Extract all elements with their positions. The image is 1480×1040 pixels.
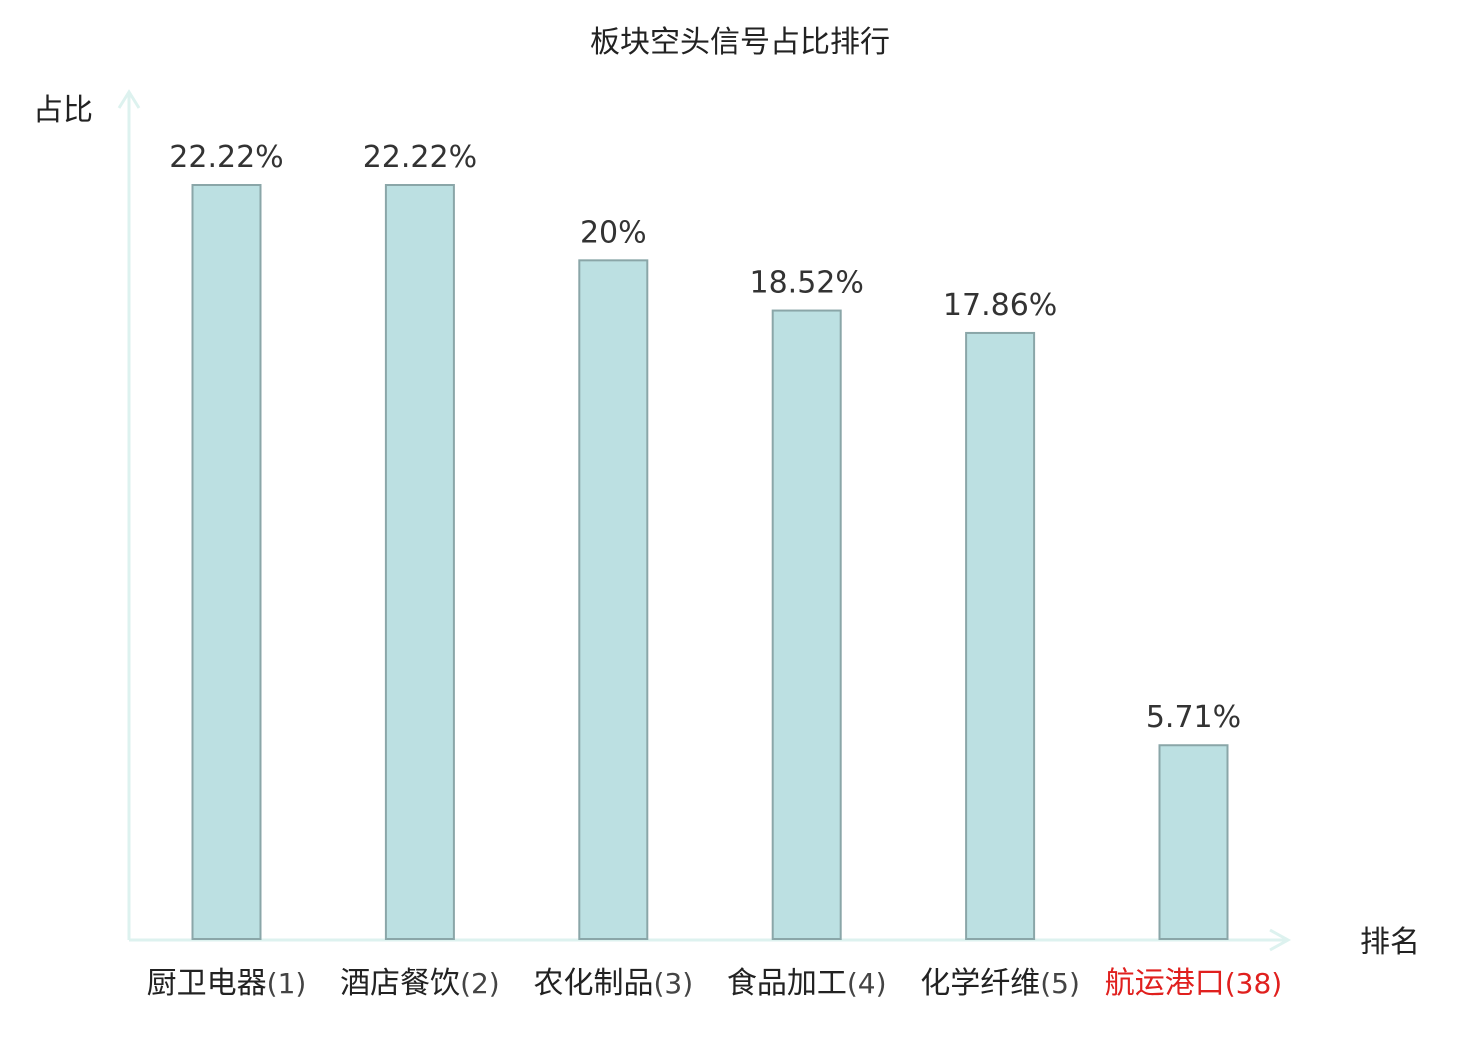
category-label-2: 酒店餐饮(2): [340, 966, 500, 1001]
category-name: 化学纤维: [920, 966, 1040, 1001]
bars-group: [191, 184, 1229, 941]
value-label-6: 5.71%: [1146, 700, 1241, 735]
x-axis-title: 排名: [1360, 925, 1420, 960]
category-label-4: 食品加工(4): [727, 966, 887, 1001]
category-name: 食品加工: [727, 966, 847, 1001]
value-label-2: 22.22%: [363, 140, 477, 175]
bar-1: [191, 184, 262, 940]
category-rank: (2): [460, 967, 500, 1000]
value-label-5: 17.86%: [943, 288, 1057, 323]
x-axis-arrow-icon: [1269, 928, 1292, 952]
category-rank: (4): [847, 967, 887, 1000]
category-rank: (3): [653, 967, 693, 1000]
category-name: 航运港口: [1105, 966, 1225, 1001]
category-label-3: 农化制品(3): [533, 966, 693, 1001]
value-label-3: 20%: [580, 215, 647, 250]
category-label-6: 航运港口(38): [1105, 966, 1282, 1001]
value-label-1: 22.22%: [169, 140, 283, 175]
category-label-1: 厨卫电器(1): [147, 966, 307, 1001]
bar-6: [1158, 744, 1229, 940]
category-rank: (38): [1225, 967, 1282, 1000]
category-label-5: 化学纤维(5): [920, 966, 1080, 1001]
bar-2: [384, 184, 455, 940]
bar-3: [578, 259, 649, 940]
category-name: 酒店餐饮: [340, 966, 460, 1001]
y-axis-arrow-icon: [117, 89, 141, 109]
value-labels-group: 22.22% 22.22% 20% 18.52% 17.86% 5.71%: [169, 140, 1241, 735]
bar-5: [965, 331, 1036, 940]
value-label-4: 18.52%: [750, 266, 864, 301]
category-name: 农化制品: [533, 966, 653, 1001]
category-rank: (1): [267, 967, 307, 1000]
category-labels-group: 厨卫电器(1) 酒店餐饮(2) 农化制品(3) 食品加工(4) 化学纤维(5) 航运港口(…: [147, 966, 1283, 1001]
axes: [117, 89, 1292, 952]
bar-4: [771, 309, 842, 941]
chart-title: 板块空头信号占比排行: [590, 25, 890, 60]
category-rank: (5): [1040, 967, 1080, 1000]
y-axis-title: 占比: [33, 93, 93, 128]
category-name: 厨卫电器: [147, 966, 267, 1001]
